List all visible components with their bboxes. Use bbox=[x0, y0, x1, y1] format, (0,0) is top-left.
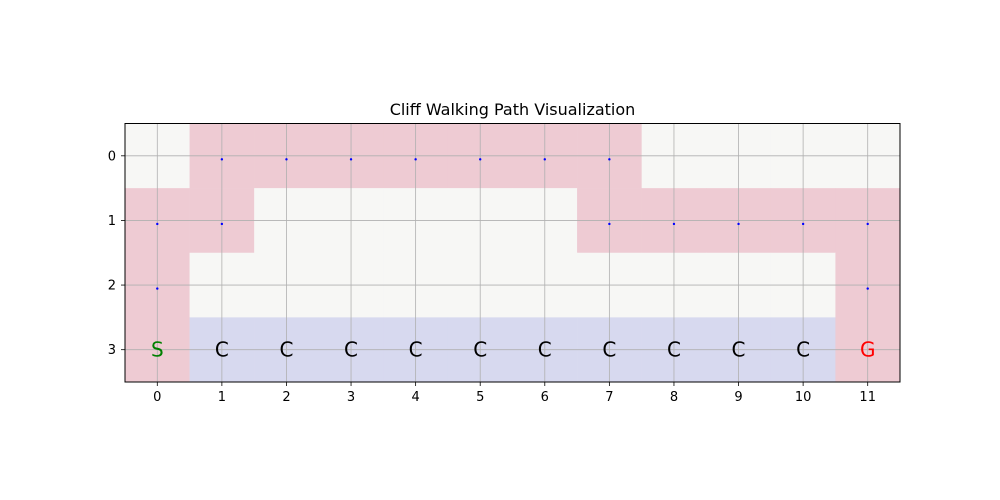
grid-cells bbox=[125, 123, 901, 383]
cliff-label: C bbox=[215, 338, 229, 362]
y-tick-label: 1 bbox=[108, 214, 116, 229]
goal-label: G bbox=[860, 338, 876, 362]
x-tick-label: 10 bbox=[795, 390, 812, 405]
cliff-label: C bbox=[732, 338, 746, 362]
path-marker bbox=[479, 158, 482, 161]
path-marker bbox=[220, 222, 224, 226]
cliff-label: C bbox=[796, 338, 810, 362]
x-tick-label: 7 bbox=[605, 390, 613, 405]
path-marker bbox=[866, 287, 869, 290]
path-marker bbox=[156, 222, 159, 226]
path-marker bbox=[285, 158, 288, 161]
path-marker bbox=[672, 222, 676, 226]
x-tick-label: 1 bbox=[218, 390, 226, 405]
path-marker bbox=[737, 222, 740, 226]
cliff-label: C bbox=[538, 338, 552, 362]
cliff-label: C bbox=[344, 338, 358, 362]
gridlines bbox=[125, 123, 900, 382]
path-marker bbox=[349, 158, 353, 161]
start-label: S bbox=[151, 338, 164, 362]
x-tick-label: 6 bbox=[541, 390, 549, 405]
path-markers bbox=[156, 158, 869, 290]
path-marker bbox=[414, 158, 417, 161]
cliff-label: C bbox=[602, 338, 616, 362]
path-marker bbox=[608, 222, 611, 226]
path-marker bbox=[866, 222, 869, 226]
path-marker bbox=[543, 158, 546, 161]
x-tick-label: 3 bbox=[347, 390, 355, 405]
x-tick-label: 0 bbox=[153, 390, 161, 405]
y-tick-label: 0 bbox=[108, 149, 116, 164]
plot-frame bbox=[124, 123, 901, 383]
path-marker bbox=[220, 158, 224, 161]
cliff-label: C bbox=[279, 338, 293, 362]
x-tick-label: 2 bbox=[282, 390, 290, 405]
path-marker bbox=[801, 222, 805, 226]
path-marker bbox=[608, 158, 611, 161]
y-tick-label: 3 bbox=[108, 343, 116, 358]
chart-title: Cliff Walking Path Visualization bbox=[390, 100, 636, 119]
x-tick-label: 8 bbox=[670, 390, 678, 405]
y-tick-label: 2 bbox=[108, 279, 116, 294]
cliff-label: C bbox=[409, 338, 423, 362]
x-tick-label: 5 bbox=[476, 390, 484, 405]
path-marker bbox=[156, 287, 159, 290]
cliff-label: C bbox=[667, 338, 681, 362]
cliff-label: C bbox=[473, 338, 487, 362]
x-tick-label: 9 bbox=[734, 390, 742, 405]
x-tick-label: 4 bbox=[411, 390, 419, 405]
x-tick-label: 11 bbox=[859, 390, 876, 405]
axis-ticks: 0 1 2 3 4 5 6 7 8 9 10 11 0 1 2 3 bbox=[108, 149, 876, 405]
